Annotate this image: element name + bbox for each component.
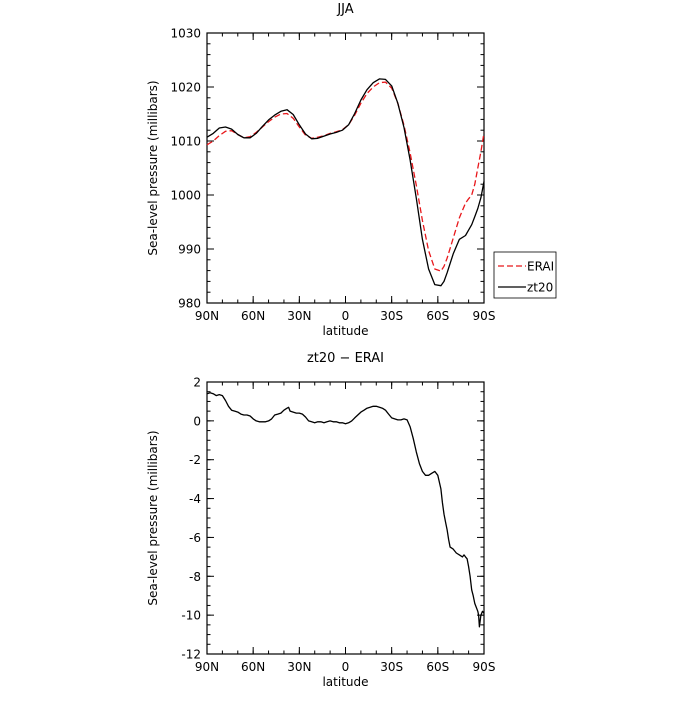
x-tick-label: 60S: [426, 660, 449, 674]
y-axis-label: Sea-level pressure (millibars): [146, 430, 160, 605]
legend: ERAI zt20: [493, 251, 557, 299]
y-tick-label: 1030: [170, 27, 201, 41]
series-line-zt20: [206, 78, 485, 287]
x-tick-label: 90N: [195, 309, 219, 323]
chart-title: zt20 − ERAI: [307, 351, 384, 366]
x-tick-label: 30N: [287, 660, 311, 674]
legend-box: [493, 251, 557, 299]
y-tick-label: 990: [178, 243, 201, 257]
x-tick-label: 90N: [195, 660, 219, 674]
chart-top-jja: 90N 60N 30N 0 30S 60S 90S 980 990 1000 1010 1020 103…: [146, 2, 557, 338]
x-axis-label: latitude: [322, 324, 368, 338]
y-tick-label: 0: [193, 414, 201, 428]
y-tick-label: -4: [189, 492, 201, 506]
legend-label-erai: ERAI: [527, 260, 554, 274]
y-tick-label: -10: [181, 609, 201, 623]
x-tick-label: 60N: [241, 660, 265, 674]
x-tick-label: 90S: [473, 309, 496, 323]
legend-label-zt20: zt20: [527, 281, 553, 295]
x-tick-label: 90S: [473, 660, 496, 674]
plot-frame: [206, 381, 485, 655]
x-tick-label: 0: [342, 309, 350, 323]
series-line-difference: [206, 392, 485, 628]
y-tick-label: 1020: [170, 81, 201, 95]
series-line-erai: [206, 81, 485, 272]
y-tick-label: 2: [193, 376, 201, 390]
chart-title: JJA: [336, 2, 353, 17]
y-tick-label: -8: [189, 570, 201, 584]
y-tick-label: -6: [189, 531, 201, 545]
x-tick-label: 0: [342, 660, 350, 674]
plot-frame: [206, 32, 485, 304]
y-tick-label: 1010: [170, 135, 201, 149]
x-tick-label: 30S: [380, 660, 403, 674]
y-tick-label: -12: [181, 648, 201, 662]
y-tick-label: -2: [189, 453, 201, 467]
x-tick-label: 60N: [241, 309, 265, 323]
chart-bottom-difference: 90N 60N 30N 0 30S 60S 90S -12 -10 -8 -6 -4 -2 0 2 zt20 …: [146, 351, 495, 689]
x-tick-label: 30N: [287, 309, 311, 323]
y-axis-label: Sea-level pressure (millibars): [146, 80, 160, 255]
x-tick-label: 30S: [380, 309, 403, 323]
x-axis-label: latitude: [322, 675, 368, 689]
y-tick-label: 980: [178, 297, 201, 311]
y-tick-label: 1000: [170, 189, 201, 203]
x-tick-label: 60S: [426, 309, 449, 323]
